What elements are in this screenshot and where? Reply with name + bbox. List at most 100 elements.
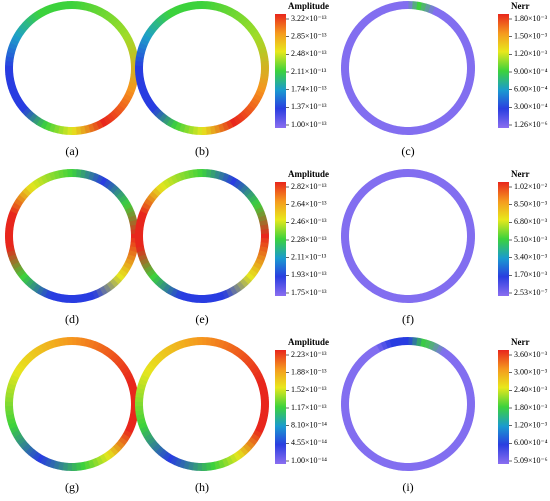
ring-segment (213, 460, 221, 470)
ring-segment (95, 174, 104, 185)
ring-segment (141, 202, 152, 211)
ring-segment (22, 355, 32, 365)
ring-segment (122, 261, 133, 270)
ring-segment (152, 355, 162, 365)
ring-segment (48, 291, 56, 301)
ring-segment (257, 82, 268, 90)
ring-segment (423, 459, 431, 469)
tick-label: 9.00×10⁻⁴ (514, 67, 548, 76)
ring-segment (451, 272, 461, 282)
ring-segment (58, 337, 65, 347)
ring-segment (115, 272, 125, 282)
ring-segment (372, 176, 381, 186)
ring-segment (256, 86, 266, 94)
ring-segment (112, 355, 123, 365)
ring-segment (183, 460, 190, 470)
ring-segment (462, 378, 472, 387)
ring-segment (431, 6, 440, 17)
ring-segment (445, 446, 455, 456)
ring-segment (256, 210, 266, 219)
ring-segment (250, 198, 261, 207)
ring-segment (28, 13, 38, 23)
ring-segment (361, 184, 371, 194)
tick-label: 8.50×10⁻³ (514, 199, 548, 208)
ring-segment (16, 100, 26, 110)
ring-segment (456, 433, 467, 442)
ring-segment (9, 206, 20, 214)
ring-segment (428, 5, 436, 15)
ring-segment (368, 115, 377, 125)
ring-segment (389, 338, 397, 348)
ring-segment (345, 206, 356, 214)
ring-segment (118, 100, 128, 110)
ring-segment (459, 370, 469, 379)
ring-segment (354, 271, 365, 281)
ring-segment (256, 422, 266, 430)
tick-label: 1.74×10⁻¹³ (291, 84, 327, 93)
ring-segment (130, 242, 139, 249)
ring-segment (135, 55, 144, 62)
ring-segment (170, 6, 179, 16)
ring-segment (466, 74, 475, 81)
ring-segment (454, 268, 464, 278)
ring-segment (102, 451, 112, 462)
ring-segment (257, 250, 268, 258)
colorbar (275, 14, 286, 128)
ring-segment (170, 119, 179, 130)
panel-label: (f) (402, 312, 414, 326)
tick-label: 1.17×10⁻¹³ (291, 403, 327, 412)
ring-segment (120, 265, 131, 274)
tick-label: 1.26×10⁻⁶ (514, 120, 548, 129)
ring-segment (28, 349, 38, 359)
ring-segment (138, 421, 148, 430)
tick-label: 5.10×10⁻³ (514, 235, 548, 244)
ring-segment (245, 272, 255, 282)
ring-segment (259, 78, 268, 85)
ring-segment (62, 462, 68, 471)
ring-segment (454, 100, 464, 110)
ring-segment (6, 81, 16, 89)
ring-segment (384, 459, 392, 469)
ring-segment (40, 174, 49, 184)
ring-segment (464, 47, 474, 55)
ring-segment (146, 362, 156, 372)
ring-segment (5, 245, 15, 253)
ring-segment (139, 374, 150, 382)
ring-segment (9, 374, 20, 382)
tick-label: 6.00×10⁻⁴ (514, 438, 548, 447)
ring-segment (258, 383, 268, 391)
ring-segment (141, 93, 151, 102)
ring-segment (58, 1, 65, 11)
ring-segment (120, 433, 131, 442)
ring-segment (62, 294, 68, 303)
ring-segment (431, 288, 440, 298)
ring-segment (358, 187, 368, 197)
ring-segment (22, 19, 32, 29)
colorbar (275, 350, 286, 464)
ring-segment (136, 81, 146, 89)
ring-segment (25, 278, 35, 288)
ring-segment (19, 358, 29, 368)
ring-segment (9, 38, 20, 46)
ring-segment (448, 355, 459, 365)
ring-segment (364, 181, 374, 191)
ring-segment (393, 461, 400, 471)
ring-segment (21, 443, 32, 453)
ring-segment (368, 346, 378, 357)
ring-segment (158, 181, 168, 191)
ring-segment (178, 123, 186, 133)
ring-segment (217, 459, 225, 469)
ring-segment (192, 462, 198, 471)
ring-segment (347, 261, 357, 270)
ring-segment (11, 261, 21, 270)
ring-segment (48, 459, 56, 469)
ring-segment (151, 443, 162, 453)
ring-segment (141, 429, 151, 438)
ring-segment (221, 121, 230, 132)
ring-segment (458, 261, 469, 270)
ring-segment (398, 294, 404, 303)
ring-segment (225, 342, 234, 353)
ring-segment (213, 292, 221, 302)
ring-segment (183, 124, 190, 134)
ring-segment (427, 121, 436, 132)
